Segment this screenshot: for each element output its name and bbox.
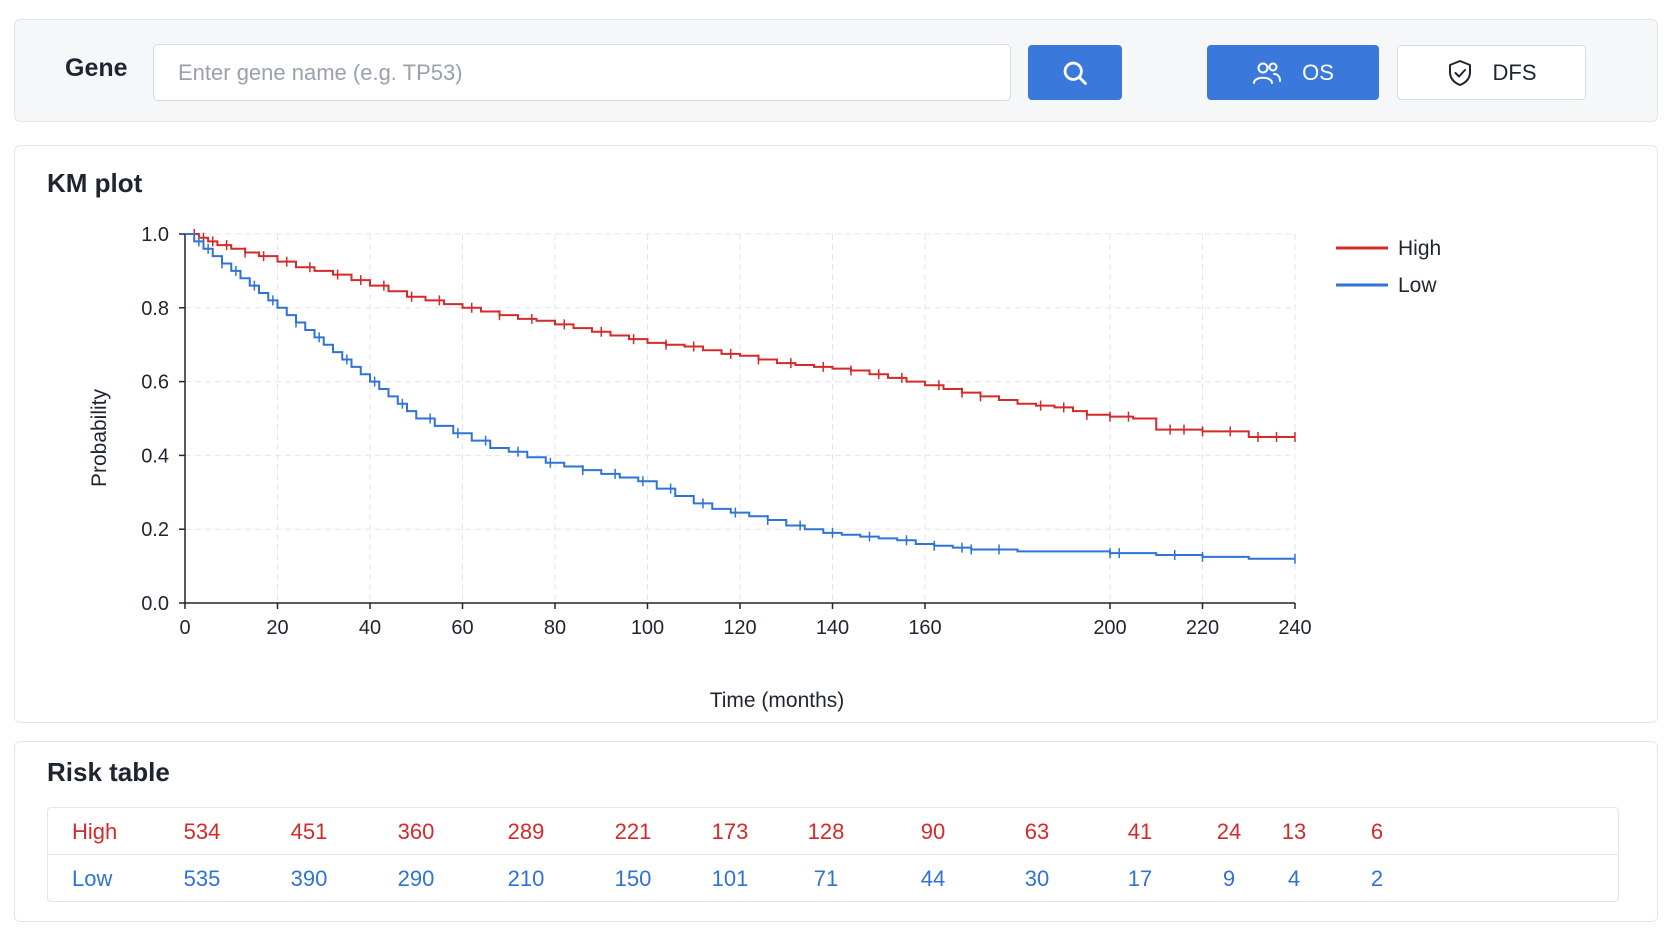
risk-table: High 534 451 360 289 221 173 128 90 63 41 24 13 6 Lo… bbox=[47, 807, 1619, 902]
risk-row-label: High bbox=[72, 819, 118, 844]
risk-cell: 128 bbox=[807, 819, 845, 844]
search-icon bbox=[1063, 61, 1087, 85]
risk-cell: 210 bbox=[507, 866, 545, 891]
gene-input[interactable] bbox=[153, 44, 1011, 101]
x-tick-label: 220 bbox=[1186, 617, 1219, 639]
risk-cell: 13 bbox=[1281, 819, 1307, 844]
legend-label-low: Low bbox=[1398, 274, 1437, 297]
x-tick-label: 20 bbox=[266, 617, 288, 639]
risk-cell: 30 bbox=[1024, 866, 1050, 891]
risk-cell: 90 bbox=[920, 819, 946, 844]
risk-cell: 360 bbox=[397, 819, 435, 844]
risk-cell: 17 bbox=[1127, 866, 1153, 891]
x-tick-label: 200 bbox=[1093, 617, 1126, 639]
km-plot-title: KM plot bbox=[47, 168, 143, 198]
y-tick-label: 1.0 bbox=[141, 224, 169, 246]
risk-cell: 535 bbox=[183, 866, 221, 891]
km-chart: 0.0 0.2 0.4 0.6 0.8 1.0 0 20 40 60 80 100 120 140 160 2… bbox=[88, 224, 1441, 712]
risk-cell: 390 bbox=[290, 866, 328, 891]
risk-cell: 63 bbox=[1024, 819, 1050, 844]
legend-label-high: High bbox=[1398, 237, 1441, 260]
risk-cell: 101 bbox=[711, 866, 749, 891]
y-tick-label: 0.0 bbox=[141, 593, 169, 615]
y-tick-label: 0.6 bbox=[141, 372, 169, 394]
dfs-button[interactable]: DFS bbox=[1397, 45, 1586, 100]
risk-cell: 41 bbox=[1127, 819, 1153, 844]
series-line-high bbox=[185, 233, 1295, 438]
risk-cell: 6 bbox=[1370, 819, 1384, 844]
dfs-label: DFS bbox=[1492, 59, 1537, 85]
y-axis-label: Probability bbox=[88, 388, 111, 487]
x-tick-label: 100 bbox=[631, 617, 664, 639]
x-tick-label: 60 bbox=[451, 617, 473, 639]
y-tick-label: 0.2 bbox=[141, 519, 169, 541]
series-line-low bbox=[185, 233, 1295, 560]
risk-row-low: Low 535 390 290 210 150 101 71 44 30 17 9 4 2 bbox=[48, 855, 1618, 902]
os-button[interactable]: OS bbox=[1207, 45, 1379, 100]
risk-table-panel: Risk table High 534 451 360 289 221 173 128 90 6… bbox=[14, 741, 1658, 922]
x-tick-label: 240 bbox=[1278, 617, 1311, 639]
risk-cell: 534 bbox=[183, 819, 221, 844]
os-label: OS bbox=[1302, 59, 1334, 85]
risk-cell: 173 bbox=[711, 819, 749, 844]
risk-cell: 2 bbox=[1370, 866, 1384, 891]
users-icon bbox=[1253, 62, 1282, 84]
x-tick-label: 0 bbox=[179, 617, 190, 639]
x-axis-label: Time (months) bbox=[710, 689, 845, 712]
risk-cell: 290 bbox=[397, 866, 435, 891]
risk-table-title: Risk table bbox=[47, 757, 170, 787]
km-plot-panel: KM plot 0.0 0.2 0.4 0.6 0.8 1.0 0 20 40 60 80 100 12… bbox=[14, 145, 1658, 723]
x-tick-label: 40 bbox=[359, 617, 381, 639]
risk-cell: 150 bbox=[614, 866, 652, 891]
y-tick-label: 0.4 bbox=[141, 445, 169, 467]
risk-cell: 451 bbox=[290, 819, 328, 844]
risk-cell: 71 bbox=[813, 866, 839, 891]
risk-row-high: High 534 451 360 289 221 173 128 90 63 41 24 13 6 bbox=[48, 808, 1618, 855]
y-tick-label: 0.8 bbox=[141, 298, 169, 320]
risk-cell: 24 bbox=[1216, 819, 1242, 844]
risk-cell: 221 bbox=[614, 819, 652, 844]
risk-cell: 289 bbox=[507, 819, 545, 844]
risk-cell: 44 bbox=[920, 866, 946, 891]
query-toolbar: Gene OS DFS bbox=[14, 19, 1658, 122]
gene-label: Gene bbox=[65, 54, 128, 82]
x-tick-label: 140 bbox=[816, 617, 849, 639]
risk-row-label: Low bbox=[72, 866, 113, 891]
risk-cell: 9 bbox=[1222, 866, 1236, 891]
x-tick-label: 160 bbox=[908, 617, 941, 639]
x-tick-label: 80 bbox=[544, 617, 566, 639]
search-button[interactable] bbox=[1028, 45, 1122, 100]
shield-check-icon bbox=[1448, 59, 1471, 86]
x-tick-label: 120 bbox=[723, 617, 756, 639]
risk-cell: 4 bbox=[1287, 866, 1301, 891]
